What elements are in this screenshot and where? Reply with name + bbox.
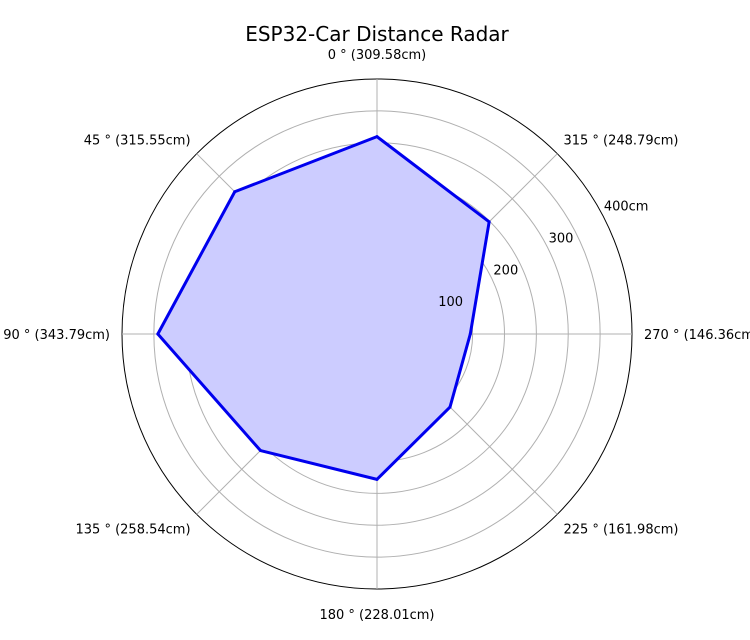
category-label: 180 ° (228.01cm) xyxy=(319,608,434,623)
category-label: 270 ° (146.36cm) xyxy=(644,328,750,343)
category-label: 90 ° (343.79cm) xyxy=(3,328,110,343)
label-layer: 100 200 300 400cm 0 ° (309.58cm) 315 ° (248.7… xyxy=(3,48,750,623)
data-point xyxy=(448,405,452,409)
radial-tick-label: 100 xyxy=(438,295,463,310)
data-point xyxy=(375,477,379,481)
category-label: 225 ° (161.98cm) xyxy=(563,522,678,537)
category-label: 315 ° (248.79cm) xyxy=(563,134,678,149)
series-layer xyxy=(156,135,491,481)
radial-tick-label: 200 xyxy=(493,263,518,278)
data-point xyxy=(258,449,262,453)
category-label: 45 ° (315.55cm) xyxy=(84,134,191,149)
data-point xyxy=(156,332,160,336)
radial-tick-label: 300 xyxy=(549,231,574,246)
data-point xyxy=(468,332,472,336)
data-point xyxy=(375,135,379,139)
category-label: 0 ° (309.58cm) xyxy=(328,48,426,63)
data-point xyxy=(487,220,491,224)
category-label: 135 ° (258.54cm) xyxy=(76,522,191,537)
series-fill-area xyxy=(157,136,490,480)
data-point xyxy=(233,190,237,194)
chart-title: ESP32-Car Distance Radar xyxy=(245,22,509,46)
radial-tick-label: 400cm xyxy=(604,200,649,215)
